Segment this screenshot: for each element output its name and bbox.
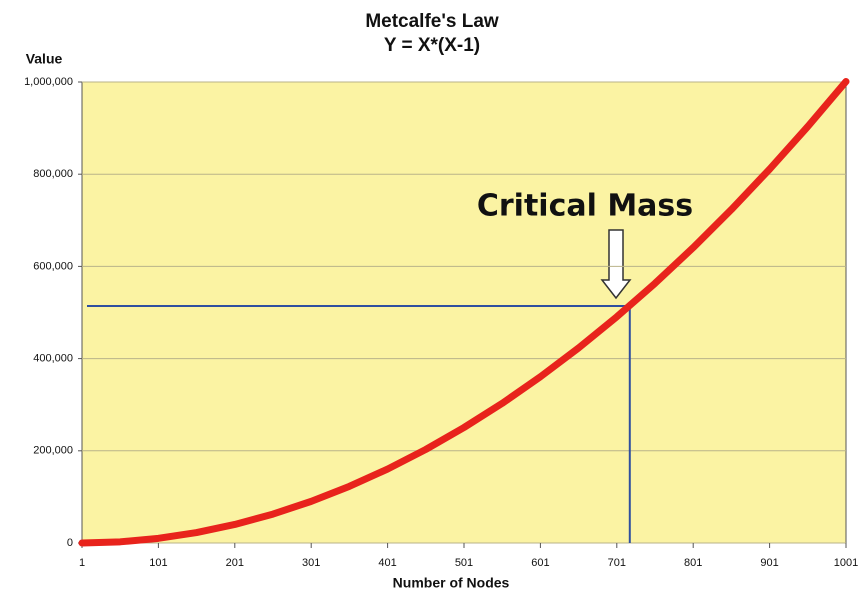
- y-tick-label: 200,000: [33, 445, 73, 457]
- x-tick-label: 601: [531, 557, 549, 569]
- x-tick-label: 801: [684, 557, 702, 569]
- line-series: [78, 78, 850, 547]
- chart-subtitle: Y = X*(X-1): [384, 35, 480, 56]
- plot-area: [81, 81, 847, 544]
- annotation-arrow: [600, 229, 632, 300]
- y-tick-label: 800,000: [33, 168, 73, 180]
- x-tick-label: 401: [378, 557, 396, 569]
- y-tick-label: 400,000: [33, 353, 73, 365]
- x-tick-label: 1: [79, 557, 85, 569]
- x-axis-title: Number of Nodes: [393, 575, 510, 591]
- x-tick-label: 701: [608, 557, 626, 569]
- y-axis-title: Value: [26, 51, 63, 67]
- y-tick-label: 600,000: [33, 260, 73, 272]
- x-tick-label: 201: [226, 557, 244, 569]
- x-tick-label: 501: [455, 557, 473, 569]
- annotation-text: Critical Mass: [477, 189, 693, 224]
- x-tick-label: 301: [302, 557, 320, 569]
- y-tick-label: 0: [67, 537, 73, 549]
- x-tick-label: 901: [760, 557, 778, 569]
- x-tick-label: 101: [149, 557, 167, 569]
- y-tick-label: 1,000,000: [24, 76, 73, 88]
- chart-title: Metcalfe's Law: [365, 11, 499, 32]
- x-tick-label: 1001: [834, 557, 858, 569]
